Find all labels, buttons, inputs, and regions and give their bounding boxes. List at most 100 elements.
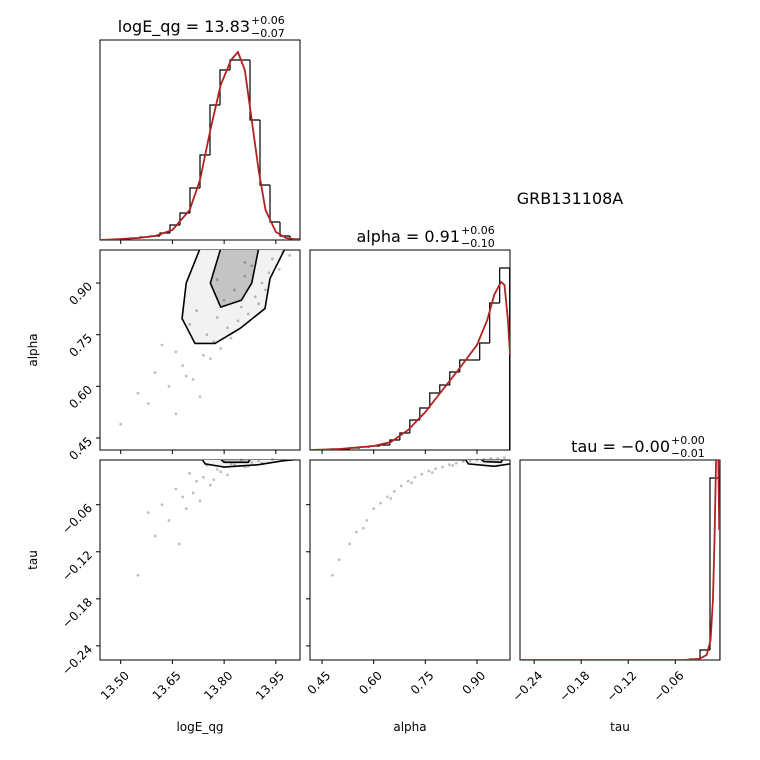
sample-point [434, 467, 438, 471]
sample-point [219, 347, 223, 350]
histogram-step [269, 185, 280, 223]
sample-point [177, 542, 181, 546]
y-axis-label: alpha [26, 333, 40, 366]
sample-point [233, 463, 236, 467]
sample-point [205, 464, 209, 467]
sample-point [277, 267, 281, 271]
sample-point [260, 461, 264, 465]
sample-point [239, 305, 243, 309]
sample-point [233, 288, 236, 292]
sample-point [198, 395, 202, 399]
annotation: GRB131108A [517, 189, 624, 208]
sample-point [406, 479, 410, 483]
sample-point [153, 534, 157, 538]
histogram-step [489, 302, 500, 343]
x-tick-label: −0.06 [651, 668, 687, 704]
sample-point [215, 316, 219, 319]
sample-point [205, 333, 209, 337]
x-tick-label: 13.65 [150, 668, 184, 702]
sample-point [198, 499, 202, 503]
x-tick-label: 0.75 [408, 668, 437, 697]
sample-point [188, 322, 192, 326]
sample-point [243, 274, 247, 278]
sample-point [253, 295, 257, 299]
sample-point [208, 483, 212, 487]
scatter-panel [181, 250, 286, 345]
sample-point [188, 471, 192, 475]
sample-point [361, 526, 365, 530]
histogram-step [419, 407, 430, 420]
sample-point [202, 353, 205, 357]
sample-point [267, 271, 271, 275]
contour [480, 460, 504, 464]
histogram-panel [520, 460, 720, 660]
sample-point [503, 456, 506, 460]
sample-point [243, 465, 247, 469]
sample-point [212, 340, 216, 343]
histogram-step [479, 342, 490, 360]
title-upper-error: +0.06 [461, 224, 495, 237]
kde-line [100, 50, 300, 240]
sample-point [496, 457, 500, 460]
sample-point [191, 378, 195, 381]
x-axis-label: logE_qg [176, 720, 223, 734]
sample-point [379, 501, 382, 505]
sample-point [389, 497, 393, 500]
sample-point [239, 458, 243, 462]
sample-point [243, 260, 247, 264]
x-tick-label: −0.12 [604, 668, 640, 704]
sample-point [202, 475, 205, 479]
title-lower-error: −0.07 [251, 27, 285, 40]
histogram-step [399, 432, 410, 440]
contour [209, 250, 260, 309]
histogram-panel [100, 50, 300, 240]
panel-frame [519, 459, 721, 661]
sample-point [365, 518, 369, 522]
sample-point [181, 364, 185, 368]
y-tick-label: 0.90 [66, 279, 95, 308]
sample-point [215, 278, 219, 282]
sample-point [257, 459, 261, 463]
sample-point [229, 336, 233, 340]
sample-point [195, 479, 198, 483]
sample-point [208, 357, 212, 361]
sample-point [222, 460, 226, 463]
y-tick-label: 0.75 [66, 331, 95, 360]
y-tick-label: 0.60 [66, 383, 95, 412]
panel-frame [309, 459, 511, 661]
sample-point [174, 487, 178, 491]
sample-point [222, 298, 226, 302]
sample-point [461, 460, 465, 463]
sample-point [337, 558, 341, 562]
sample-point [191, 491, 195, 495]
histogram-step [379, 444, 390, 446]
sample-point [174, 350, 178, 354]
sample-point [119, 422, 123, 426]
x-tick-label: 13.50 [98, 668, 132, 702]
x-tick-label: −0.24 [510, 668, 546, 704]
title-lower-error: −0.01 [671, 447, 705, 460]
sample-point [174, 412, 178, 416]
x-tick-label: 0.90 [460, 668, 489, 697]
histogram-step [699, 649, 710, 659]
sample-point [413, 475, 417, 479]
sample-point [489, 457, 493, 460]
sample-point [146, 402, 150, 405]
sample-point [136, 391, 140, 395]
sample-point [448, 463, 451, 467]
sample-point [160, 503, 164, 507]
sample-point [420, 472, 424, 476]
x-axis-label: alpha [393, 720, 426, 734]
sample-point [264, 288, 267, 292]
sample-point [250, 264, 254, 268]
sample-point [226, 473, 229, 477]
sample-point [257, 302, 261, 306]
sample-point [348, 542, 351, 546]
sample-point [181, 495, 185, 499]
sample-point [229, 462, 233, 466]
panel-title: tau = −0.00 [571, 437, 670, 456]
y-tick-label: −0.24 [59, 642, 95, 678]
sample-point [482, 457, 486, 461]
sample-point [399, 484, 403, 488]
sample-point [136, 573, 140, 577]
